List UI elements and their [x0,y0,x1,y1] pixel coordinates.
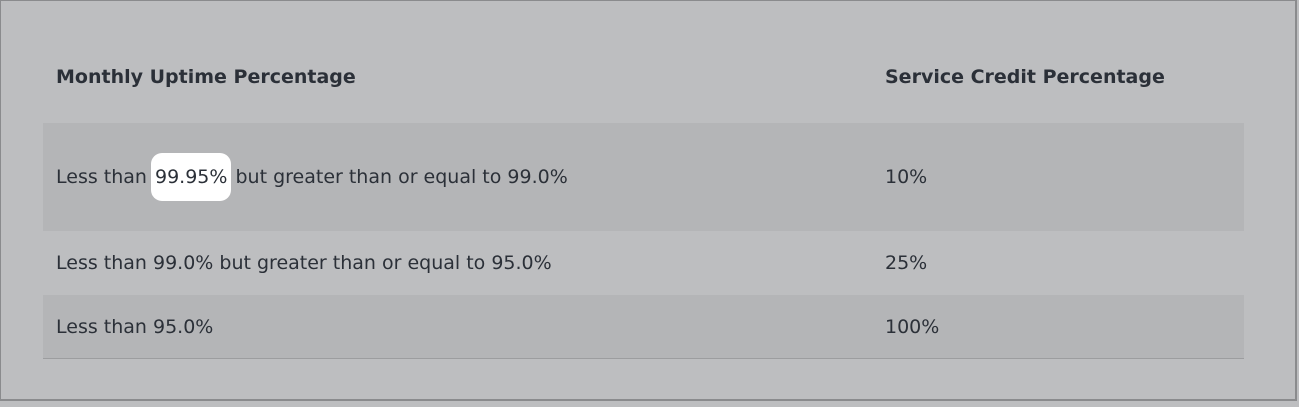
credit-cell: 100% [872,295,1244,359]
uptime-text: Less than [56,166,153,188]
highlighted-value: 99.95% [151,153,232,201]
uptime-cell: Less than 99.0% but greater than or equa… [56,252,552,274]
uptime-cell: Less than 99.95% but greater than or equ… [43,123,872,231]
header-monthly-uptime: Monthly Uptime Percentage [56,66,356,88]
credit-cell: 10% [872,123,1244,231]
table-row: Less than 99.0% but greater than or equa… [43,231,1244,295]
table-row: Less than 95.0% 100% [43,295,1244,359]
header-service-credit: Service Credit Percentage [885,66,1165,88]
uptime-cell: Less than 95.0% [43,295,872,359]
table-row: Less than 99.95% but greater than or equ… [43,123,1244,231]
uptime-text: but greater than or equal to 99.0% [229,166,568,188]
service-credit-table: Monthly Uptime Percentage Service Credit… [43,31,1244,359]
table-header-row: Monthly Uptime Percentage Service Credit… [43,31,1244,123]
credit-cell: 25% [885,252,928,274]
